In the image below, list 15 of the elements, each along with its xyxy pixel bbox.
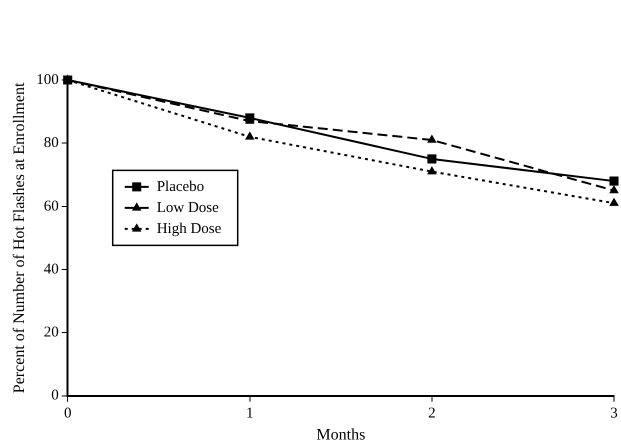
y-tick-label: 40 [44, 261, 59, 278]
legend-label: High Dose [156, 220, 222, 237]
y-tick-label: 80 [44, 135, 59, 152]
y-tick-label: 100 [36, 72, 59, 88]
y-tick-label: 20 [44, 324, 59, 341]
legend-label: Low Dose [156, 200, 220, 216]
legend-label: Placebo [156, 178, 204, 195]
x-tick-label: 0 [64, 406, 72, 422]
y-tick-label: 0 [51, 388, 59, 404]
y-axis-title: Percent of Number of Hot Flashes at Enrollment [10, 82, 28, 394]
x-tick-label: 1 [246, 406, 254, 422]
x-tick-label: 2 [428, 406, 436, 422]
x-tick-label: 3 [610, 406, 618, 422]
x-axis-title: Months [316, 426, 366, 444]
y-tick-label: 60 [44, 198, 59, 214]
